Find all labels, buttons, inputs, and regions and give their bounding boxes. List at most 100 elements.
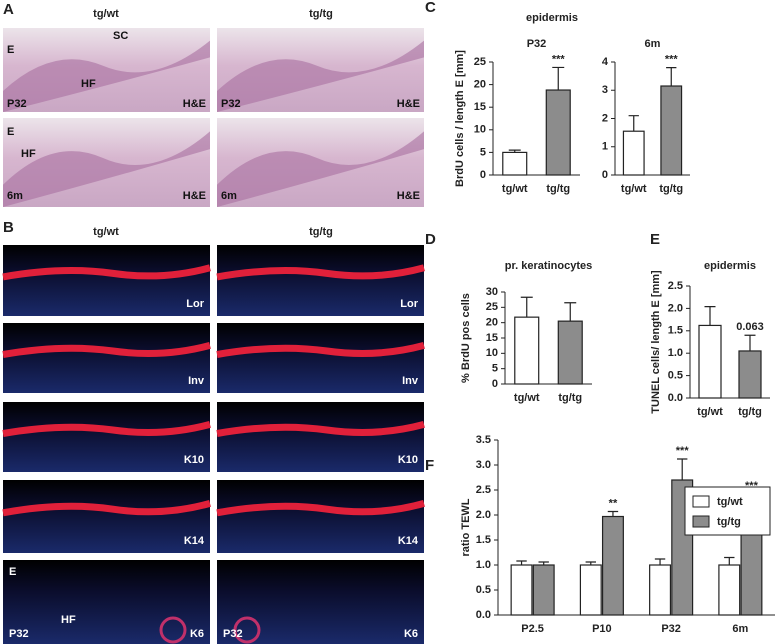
x-tick-label: P2.5 (521, 623, 544, 635)
image-label: Inv (188, 375, 205, 387)
y-tick-label: 10 (486, 347, 498, 359)
image-label: SC (113, 30, 128, 42)
y-axis-label: TUNEL cells/ length E [mm] (650, 270, 662, 414)
stain-band (2, 421, 211, 437)
bar (698, 324, 722, 399)
significance: *** (552, 53, 566, 65)
y-tick-label: 0.5 (668, 370, 683, 382)
micrograph (3, 560, 210, 644)
panel-label: A (3, 1, 14, 18)
panel-label: D (425, 231, 436, 248)
chart-title: epidermis (704, 260, 756, 272)
y-tick-label: 3.5 (476, 434, 491, 446)
legend-swatch (692, 495, 710, 508)
y-tick-label: 0 (602, 169, 608, 181)
y-tick-label: 2.5 (476, 484, 491, 496)
error-bar (654, 558, 666, 565)
image-label: E (9, 566, 16, 578)
y-tick-label: 0 (492, 378, 498, 390)
micrograph (3, 245, 210, 316)
error-bar (666, 67, 677, 87)
image-label: Inv (402, 375, 419, 387)
error-bar (677, 458, 688, 480)
image-label: P32 (9, 628, 29, 640)
stain-band (2, 499, 211, 517)
bar (660, 85, 683, 176)
tissue-band (3, 40, 210, 112)
x-tick-label: tg/tg (546, 183, 570, 195)
error-bar (552, 66, 565, 91)
error-bar (516, 560, 527, 565)
image-label: P32 (223, 628, 243, 640)
chart-title: 6m (645, 38, 661, 50)
bar (601, 515, 624, 616)
x-tick-label: P32 (661, 623, 681, 635)
y-tick-label: 1.0 (668, 347, 683, 359)
image-label: E (7, 126, 14, 138)
bar (557, 320, 583, 385)
image-label: K6 (190, 628, 204, 640)
y-tick-label: 15 (474, 101, 486, 113)
bar (649, 564, 672, 616)
error-bar (520, 296, 533, 318)
image-label: K14 (398, 535, 419, 547)
legend-swatch (692, 515, 710, 528)
y-tick-label: 4 (602, 56, 609, 68)
bar (532, 564, 555, 616)
bar (510, 564, 533, 616)
y-axis-label: % BrdU pos cells (460, 293, 472, 383)
bar (502, 151, 528, 176)
image-label: H&E (397, 190, 420, 202)
image-label: P32 (7, 98, 27, 110)
micrograph (3, 402, 210, 472)
y-axis-label: BrdU cells / length E [mm] (454, 50, 466, 187)
tissue-band (3, 131, 210, 207)
image-label: 6m (221, 190, 237, 202)
stain-band (2, 264, 211, 281)
x-tick-label: tg/wt (697, 406, 723, 418)
image-label: K14 (184, 535, 205, 547)
y-tick-label: 1.5 (668, 325, 683, 337)
micrograph (217, 560, 424, 644)
image-label: HF (61, 614, 76, 626)
stain-band (216, 264, 425, 281)
y-tick-label: 2.0 (668, 302, 683, 314)
image-label: H&E (397, 98, 420, 110)
x-tick-label: tg/wt (502, 183, 528, 195)
image-label: 6m (7, 190, 23, 202)
stain-band (216, 499, 425, 517)
panel-title: epidermis (526, 12, 578, 24)
y-tick-label: 25 (486, 301, 498, 313)
error-bar (628, 115, 639, 132)
y-tick-label: 5 (492, 363, 498, 375)
panel-label: B (3, 219, 14, 236)
legend-label: tg/wt (717, 496, 743, 508)
column-header: tg/tg (309, 8, 333, 20)
significance: 0.063 (736, 321, 764, 333)
chart-title: P32 (527, 38, 547, 50)
x-tick-label: tg/wt (621, 183, 647, 195)
y-tick-label: 2.0 (476, 509, 491, 521)
tissue-band (217, 40, 424, 112)
x-tick-label: tg/tg (659, 183, 683, 195)
y-tick-label: 0.0 (476, 609, 491, 621)
column-header: tg/wt (93, 226, 119, 238)
tissue-band (217, 131, 424, 207)
y-tick-label: 1 (602, 141, 608, 153)
legend-label: tg/tg (717, 516, 741, 528)
x-tick-label: P10 (592, 623, 612, 635)
significance: *** (665, 54, 679, 66)
image-label: Lor (186, 298, 204, 310)
error-bar (508, 149, 521, 153)
y-tick-label: 1.0 (476, 559, 491, 571)
panel-label: C (425, 0, 436, 16)
y-tick-label: 3 (602, 84, 608, 96)
micrograph (217, 323, 424, 393)
y-tick-label: 2.5 (668, 280, 683, 292)
error-bar (538, 561, 549, 565)
image-label: HF (81, 78, 96, 90)
stain-band (2, 342, 211, 358)
column-header: tg/wt (93, 8, 119, 20)
significance: ** (609, 497, 618, 509)
y-tick-label: 15 (486, 332, 498, 344)
